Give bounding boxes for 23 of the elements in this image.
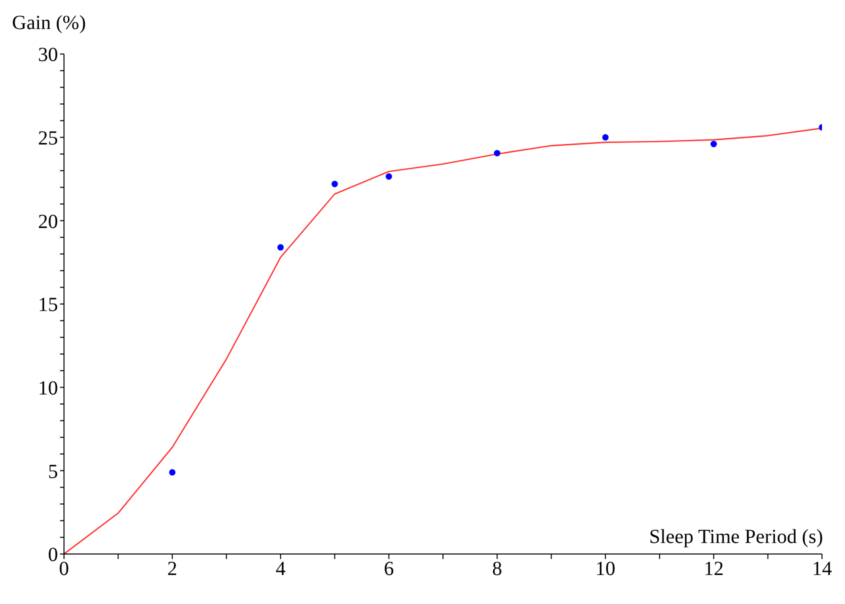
x-tick-label: 14	[812, 558, 832, 580]
point	[332, 180, 338, 188]
point	[169, 469, 176, 476]
y-tick-label: 25	[38, 127, 58, 150]
y-tick-label: 0	[48, 544, 58, 566]
x-axis-title: Sleep Time Period (s)	[649, 526, 823, 549]
x-tick-label: 10	[595, 558, 616, 580]
x-tick-label: 2	[167, 558, 178, 580]
x-tick-label: 12	[704, 558, 724, 580]
x-tick-label: 6	[384, 558, 394, 580]
y-tick-label: 10	[38, 377, 58, 400]
point	[710, 140, 717, 148]
y-tick-label: 20	[38, 210, 58, 233]
point	[602, 134, 609, 141]
y-tick-label: 30	[38, 44, 58, 66]
point	[386, 173, 392, 180]
y-tick-label: 15	[38, 294, 58, 316]
x-tick-label: 8	[492, 558, 502, 580]
x-tick-label: 4	[276, 558, 286, 580]
point	[277, 244, 284, 251]
y-tick-label: 5	[48, 460, 58, 483]
point	[494, 150, 500, 156]
y-axis-title: Gain (%)	[12, 12, 86, 35]
